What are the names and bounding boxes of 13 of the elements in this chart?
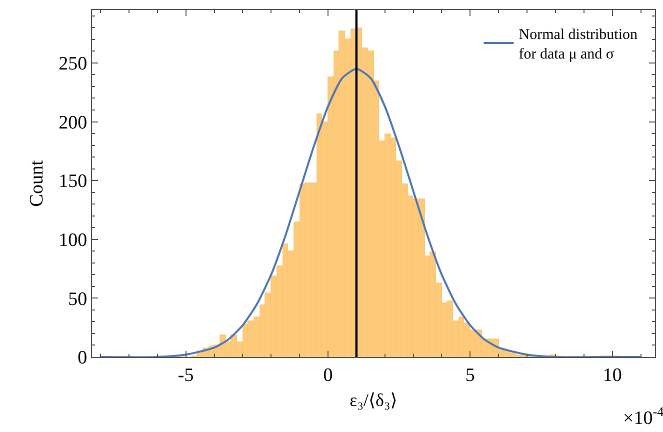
- x-tick-label: 5: [465, 364, 475, 386]
- y-axis-title: Count: [26, 160, 48, 207]
- x-tick-label: 0: [323, 364, 333, 386]
- legend-label: Normal distribution for data μ and σ: [518, 27, 638, 63]
- y-tick-label: 100: [58, 230, 88, 252]
- y-tick-label: 150: [58, 171, 88, 192]
- y-tick-label: 200: [58, 112, 88, 134]
- x-tick-label: 10: [602, 364, 622, 386]
- x-axis-title: ε₃/⟨δ₃⟩: [350, 390, 398, 410]
- x-tick-label: -5: [178, 364, 194, 386]
- y-tick-label: 50: [68, 288, 88, 310]
- y-tick-label: 0: [78, 348, 88, 369]
- y-tick-label: 250: [58, 54, 88, 75]
